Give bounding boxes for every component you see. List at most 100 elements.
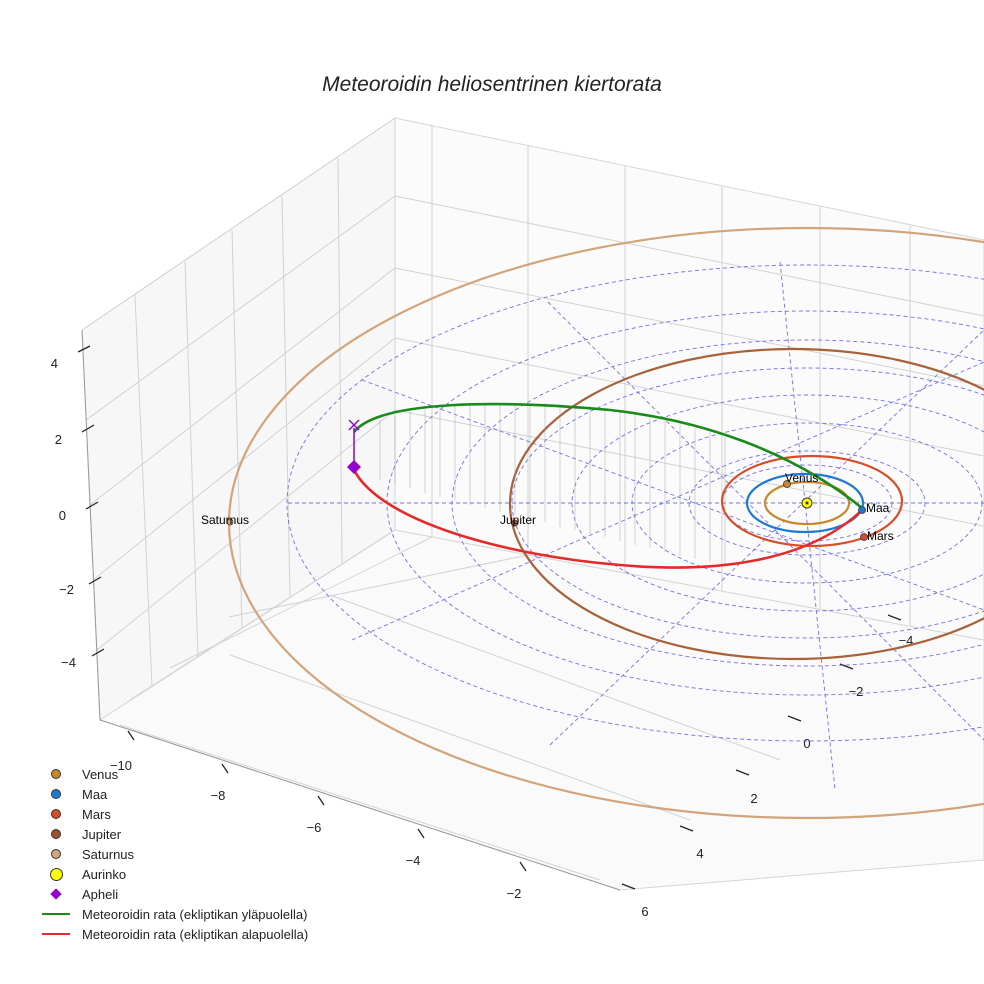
sun-center [805, 501, 809, 505]
legend-symbol [36, 844, 76, 864]
orbit-venus [763, 480, 851, 526]
maa-marker-icon [51, 789, 61, 799]
meteoroid-orbit-below [352, 469, 863, 569]
legend-label: Maa [82, 786, 108, 802]
tick-mark [735, 769, 750, 776]
legend-item: Meteoroidin rata (ekliptikan yläpuolella… [36, 904, 308, 924]
axis-lines [81, 329, 621, 891]
planet-label-jupiter: Jupiter [500, 513, 536, 527]
legend-item: Apheli [36, 884, 308, 904]
z-tick-label: −4 [61, 655, 76, 670]
grid-line [394, 409, 984, 527]
legend-label: Meteoroidin rata (ekliptikan alapuolella… [82, 926, 309, 942]
grid-line [134, 294, 153, 687]
tick-mark [621, 883, 636, 890]
orbit-jupiter [508, 347, 984, 661]
legend-item: Mars [36, 804, 308, 824]
x-tick-label: −10 [110, 758, 132, 773]
aurinko-marker-icon [49, 867, 63, 881]
planet-label-saturnus: Saturnus [201, 513, 249, 527]
legend-label: Mars [82, 806, 111, 822]
legend-symbol [36, 784, 76, 804]
venus-marker-icon [51, 769, 61, 779]
planet-label-maa: Maa [866, 501, 890, 515]
meteoroid-orbit-above [352, 402, 863, 510]
ecliptic-spoke [351, 361, 984, 641]
x-tick-label: −6 [307, 820, 322, 835]
legend-symbol [36, 804, 76, 824]
axis-panes [81, 117, 984, 891]
ecliptic-spoke [779, 261, 836, 791]
z-tick-label: 2 [55, 432, 62, 447]
grid-line [231, 229, 243, 628]
z-tick-label: 4 [51, 356, 58, 371]
ecliptic-ring [571, 394, 984, 612]
grid-line [184, 261, 199, 657]
aphelion-diamond-icon [347, 460, 361, 474]
tick-mark [127, 730, 135, 741]
ecliptic-spoke [361, 379, 984, 611]
legend-label: Saturnus [82, 846, 135, 862]
aphelion-projection-icon [348, 419, 360, 431]
planet-mars [860, 533, 868, 541]
x-tick-label: −4 [406, 853, 421, 868]
planet-maa [858, 506, 866, 514]
tick-mark [317, 795, 325, 806]
legend-label: Meteoroidin rata (ekliptikan yläpuolella… [82, 906, 308, 922]
grid-line [394, 195, 984, 317]
orbit-mars [720, 454, 904, 548]
grid-line [229, 654, 691, 821]
sun-marker [801, 497, 813, 509]
x-tick-labels: −10 −8 −6 −4 −2 [110, 758, 521, 901]
mars-marker-icon [51, 809, 61, 819]
grid-line [92, 337, 396, 581]
x-axis-line [99, 719, 621, 891]
grid-line [85, 195, 396, 421]
y-tick-label: 4 [696, 846, 703, 861]
saturnus-marker-icon [51, 849, 61, 859]
planet-jupiter [511, 519, 519, 527]
grid-line [329, 594, 781, 761]
tick-mark [91, 648, 105, 657]
ecliptic-spoke [549, 329, 984, 746]
tick-mark [88, 576, 102, 585]
jupiter-marker-icon [51, 829, 61, 839]
legend-symbol [36, 824, 76, 844]
tick-mark [679, 825, 694, 832]
tick-mark [887, 614, 902, 621]
x-tick-label: −8 [211, 788, 226, 803]
grid-line [337, 157, 343, 564]
legend-item: Jupiter [36, 824, 308, 844]
planet-saturnus [226, 518, 234, 526]
legend-item: Venus [36, 764, 308, 784]
grid-line [394, 267, 984, 387]
legend-item: Aurinko [36, 864, 308, 884]
grid-lines [85, 126, 984, 881]
z-tick-label: 0 [59, 508, 66, 523]
legend: Venus Maa Mars Jupiter Saturnus Aurinko … [36, 764, 308, 944]
y-tick-label: −2 [849, 684, 864, 699]
tick-mark [519, 861, 527, 872]
x-tick-label: −2 [507, 886, 522, 901]
tick-mark [417, 828, 425, 839]
apheli-diamond-icon [50, 888, 62, 900]
x-marker-stroke [348, 419, 360, 431]
ecliptic-spoke [547, 301, 984, 741]
planet-label-mars: Mars [867, 529, 894, 543]
legend-symbol [36, 884, 76, 904]
grid-line [89, 267, 396, 506]
orbit-above-line-icon [42, 913, 70, 915]
planet-label-venus: Venus [785, 471, 818, 485]
legend-symbol [36, 864, 76, 884]
legend-item: Maa [36, 784, 308, 804]
legend-label: Jupiter [82, 826, 122, 842]
grid-line [119, 724, 601, 881]
legend-symbol [36, 924, 76, 944]
orbit-maa [745, 472, 865, 534]
y-tick-label: 2 [750, 791, 757, 806]
meteoroid-droplines [379, 403, 726, 566]
z-tick-labels: 4 2 0 −2 −4 [51, 356, 76, 670]
legend-label: Apheli [82, 886, 119, 902]
chart-title: Meteoroidin heliosentrinen kiertorata [322, 73, 662, 96]
